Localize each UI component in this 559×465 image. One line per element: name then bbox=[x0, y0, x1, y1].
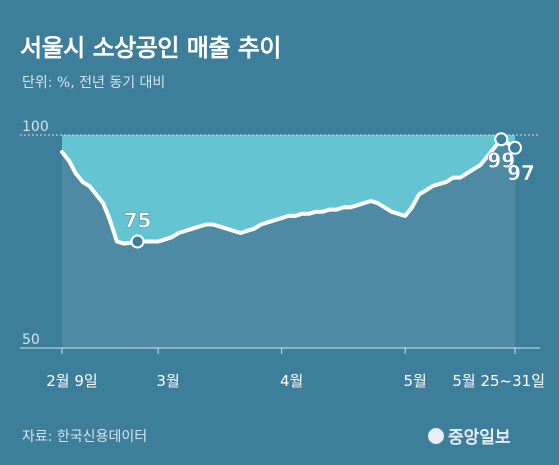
x-tick-label: 2월 9일 bbox=[46, 372, 97, 390]
x-tick-label: 3월 bbox=[156, 372, 179, 390]
x-tick-label: 4월 bbox=[280, 372, 303, 390]
y-tick-label: 100 bbox=[22, 119, 49, 135]
area-fill bbox=[62, 135, 515, 244]
publisher-logo: 중앙일보 bbox=[428, 423, 511, 448]
point-value-label: 75 bbox=[124, 209, 152, 233]
point-value-label: 97 bbox=[507, 161, 535, 185]
page-title: 서울시 소상공인 매출 추이 bbox=[20, 34, 281, 62]
source-note: 자료: 한국신용데이터 bbox=[22, 429, 148, 445]
point-marker bbox=[508, 140, 522, 155]
point-marker bbox=[494, 132, 509, 147]
x-tick-label: 5월 bbox=[404, 372, 427, 390]
logo-text: 중앙일보 bbox=[448, 428, 511, 448]
unit-subtitle: 단위: %, 전년 동기 대비 bbox=[22, 75, 166, 91]
logo-circle-icon bbox=[428, 427, 444, 444]
point-marker bbox=[130, 234, 145, 249]
y-tick-label: 50 bbox=[22, 332, 40, 348]
x-tick-label: 5월 25~31일 bbox=[452, 372, 545, 390]
